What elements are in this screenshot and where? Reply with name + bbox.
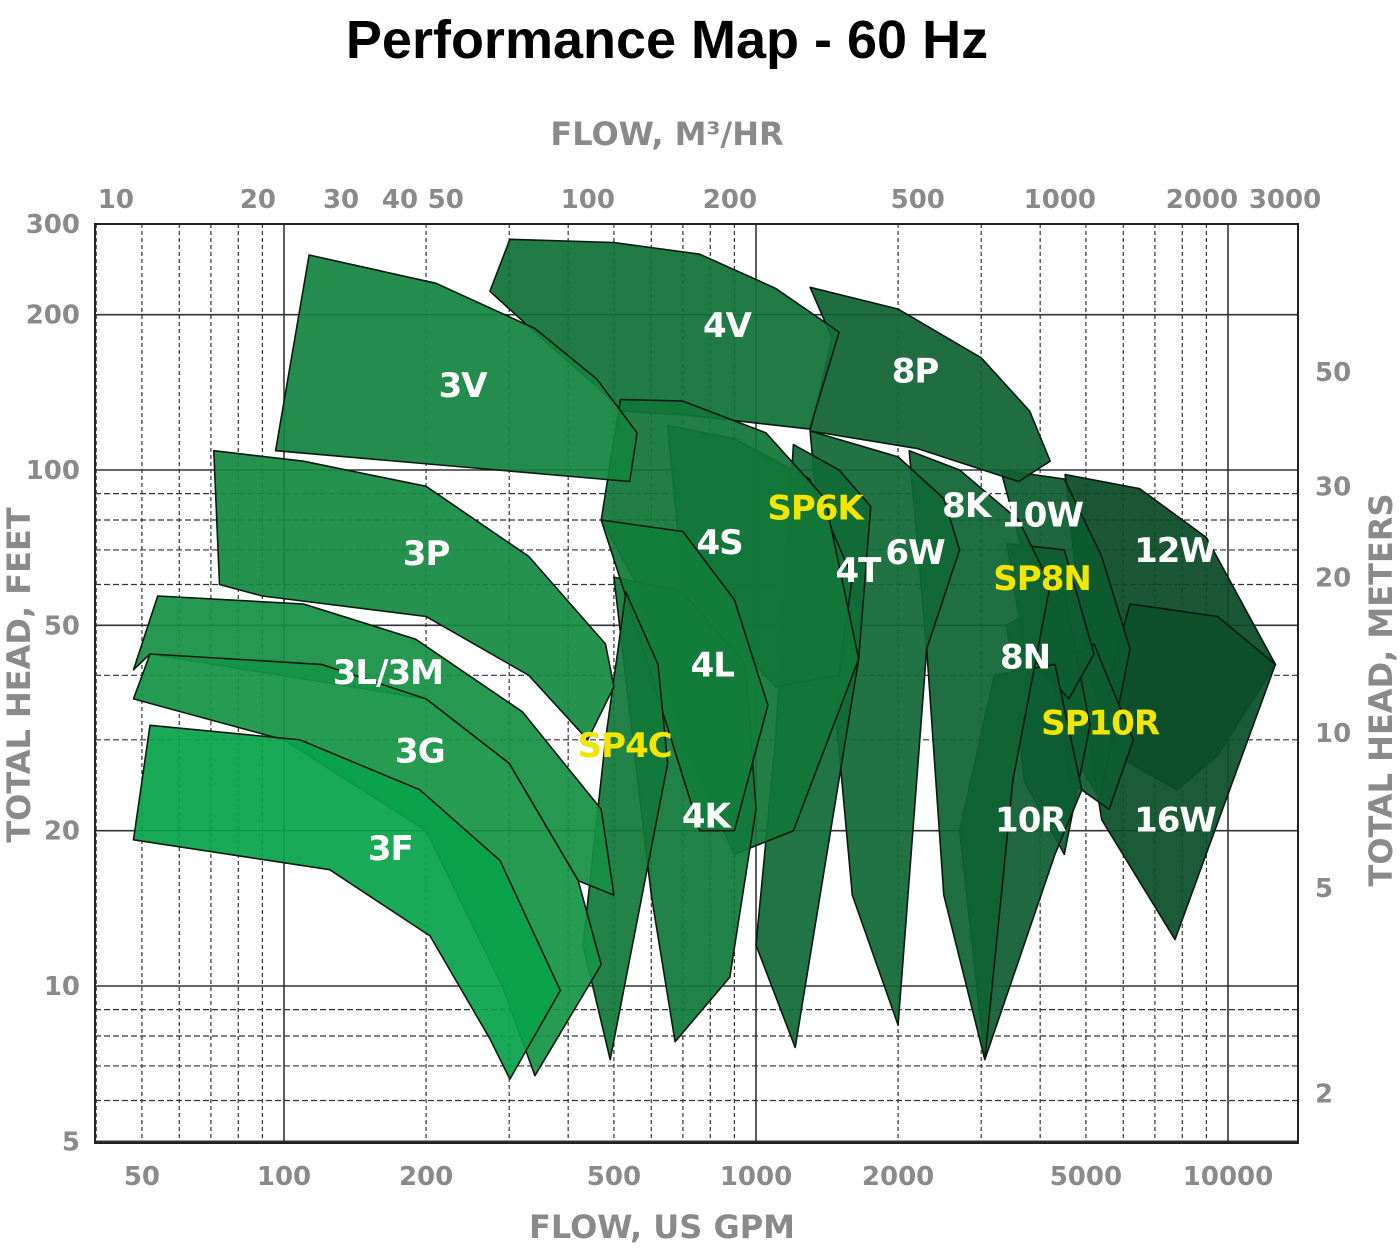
tick-labels: 50 100 200 500 1000 2000 5000 10000 10 20 30 40 50 10… <box>26 185 1351 1192</box>
region-3f <box>132 724 562 1080</box>
x-tick-label: 100 <box>257 1162 311 1192</box>
region-label: 3F <box>368 829 413 869</box>
pump-regions <box>132 238 1277 1080</box>
y-tick-label: 5 <box>62 1127 80 1157</box>
region-label: 4L <box>691 645 735 685</box>
region-3p <box>213 449 615 741</box>
x2-tick-label: 200 <box>703 185 757 215</box>
region-label: 16W <box>1134 801 1216 841</box>
y-tick-label: 100 <box>26 456 80 486</box>
y2-tick-label: 30 <box>1315 473 1351 503</box>
x-tick-label: 50 <box>124 1162 160 1192</box>
x-tick-label: 1000 <box>720 1162 792 1192</box>
left-axis-title: TOTAL HEAD, FEET <box>0 507 38 843</box>
y2-tick-label: 2 <box>1315 1079 1333 1109</box>
x2-tick-label: 20 <box>240 185 276 215</box>
region-label: 10R <box>995 801 1066 841</box>
top-axis-title: FLOW, M³/HR <box>550 115 783 153</box>
region-label: 8K <box>942 486 993 526</box>
region-label: SP8N <box>993 559 1091 599</box>
y-tick-label: 50 <box>44 611 80 641</box>
region-label: 6W <box>885 533 945 573</box>
region-label: 10W <box>1001 495 1083 535</box>
region-label: 8N <box>1000 638 1050 678</box>
region-label: 4K <box>682 797 733 837</box>
y-tick-label: 300 <box>26 210 80 240</box>
plot-frame <box>94 223 1299 1144</box>
region-label: 4V <box>703 306 753 346</box>
region-label: 4T <box>835 551 882 591</box>
region-label: SP4C <box>578 726 672 766</box>
region-8k <box>908 449 1051 1061</box>
y2-tick-label: 5 <box>1315 874 1333 904</box>
region-label: 8P <box>892 351 939 391</box>
x-tick-label: 2000 <box>862 1162 934 1192</box>
x2-tick-label: 1000 <box>1024 185 1096 215</box>
region-label: 12W <box>1134 531 1216 571</box>
y2-tick-label: 20 <box>1315 563 1351 593</box>
x-tick-label: 500 <box>587 1162 641 1192</box>
region-label: SP10R <box>1041 704 1160 744</box>
region-label: 3V <box>439 366 489 406</box>
x2-tick-label: 40 <box>382 185 418 215</box>
region-sp4c <box>582 591 669 1061</box>
x2-tick-label: 50 <box>428 185 464 215</box>
region-label: 3P <box>403 534 450 574</box>
y2-tick-label: 50 <box>1315 358 1351 388</box>
y-tick-label: 20 <box>44 817 80 847</box>
x-tick-label: 5000 <box>1050 1162 1122 1192</box>
y2-tick-label: 10 <box>1315 719 1351 749</box>
x2-tick-label: 30 <box>323 185 359 215</box>
y-tick-label: 10 <box>44 972 80 1002</box>
region-label: 4S <box>696 523 742 563</box>
x2-tick-label: 100 <box>561 185 615 215</box>
x-tick-label: 200 <box>399 1162 453 1192</box>
region-label: SP6K <box>767 489 865 529</box>
chart-title: Performance Map - 60 Hz <box>346 10 988 70</box>
right-axis-title: TOTAL HEAD, METERS <box>1362 493 1400 886</box>
x-tick-label: 10000 <box>1183 1162 1273 1192</box>
x2-tick-label: 500 <box>891 185 945 215</box>
region-label: 3L/3M <box>333 653 443 693</box>
x2-tick-label: 3000 <box>1249 185 1321 215</box>
x2-tick-label: 2000 <box>1166 185 1238 215</box>
y-tick-label: 200 <box>26 301 80 331</box>
bottom-axis-title: FLOW, US GPM <box>529 1208 795 1246</box>
region-3v <box>274 254 638 483</box>
x2-tick-label: 10 <box>98 185 134 215</box>
region-label: 3G <box>395 732 445 772</box>
